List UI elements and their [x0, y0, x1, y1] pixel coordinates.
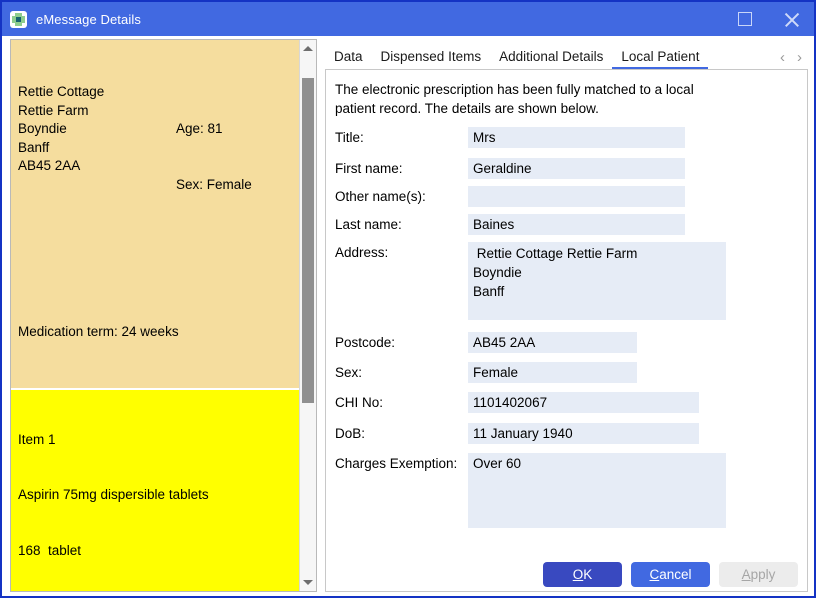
scrollbar-thumb[interactable]: [302, 78, 314, 403]
close-button[interactable]: [768, 2, 814, 36]
field-other-names-label: Other name(s):: [335, 189, 426, 204]
field-sex-value[interactable]: Female: [468, 362, 637, 383]
medication-term: Medication term: 24 weeks: [18, 324, 179, 339]
field-address: Address: Rettie Cottage Rettie Farm Boyn…: [335, 242, 801, 320]
tab-local-patient[interactable]: Local Patient: [612, 49, 709, 69]
apply-button-label: pply: [750, 566, 776, 582]
tab-additional-details[interactable]: Additional Details: [499, 49, 604, 64]
scroll-up-arrow[interactable]: [300, 40, 316, 57]
tab-strip: Data Dispensed Items Additional Details …: [325, 39, 808, 69]
field-chi-no: CHI No: 1101402067: [335, 392, 801, 413]
tab-data[interactable]: Data: [334, 49, 363, 64]
field-address-value[interactable]: Rettie Cottage Rettie Farm Boyndie Banff: [468, 242, 726, 320]
field-dob-label: DoB:: [335, 426, 366, 441]
field-sex-label: Sex:: [335, 365, 363, 380]
cancel-button-mnemonic: C: [649, 566, 660, 582]
field-sex: Sex: Female: [335, 362, 801, 383]
prescription-script-panel: Rettie Cottage Rettie Farm Boyndie Banff…: [10, 39, 317, 592]
field-charges-exemption-value[interactable]: Over 60: [468, 453, 726, 528]
field-chi-no-label: CHI No:: [335, 395, 384, 410]
item-1-quantity: 168 tablet: [18, 542, 82, 558]
script-header-block: Rettie Cottage Rettie Farm Boyndie Banff…: [11, 40, 300, 388]
field-postcode-value[interactable]: AB45 2AA: [468, 332, 637, 353]
cancel-button-label: ancel: [659, 566, 692, 582]
field-last-name-label: Last name:: [335, 217, 402, 232]
patient-address-block: Rettie Cottage Rettie Farm Boyndie Banff…: [18, 84, 105, 173]
window-client-area: Rettie Cottage Rettie Farm Boyndie Banff…: [2, 36, 814, 596]
tab-nav-arrows: ‹ ›: [774, 50, 808, 69]
patient-age: Age: 81: [176, 121, 223, 136]
maximize-button[interactable]: [722, 2, 768, 36]
field-other-names: Other name(s):: [335, 186, 801, 207]
item-1-title: Item 1: [18, 431, 56, 447]
field-charges-exemption: Charges Exemption: Over 60: [335, 453, 801, 528]
field-dob-value[interactable]: 11 January 1940: [468, 423, 699, 444]
maximize-icon: [738, 12, 752, 26]
patient-sex: Sex: Female: [176, 176, 252, 192]
medical-cross-icon: [10, 10, 27, 28]
field-dob: DoB: 11 January 1940: [335, 423, 801, 444]
local-patient-panel: The electronic prescription has been ful…: [325, 69, 808, 592]
window-title: eMessage Details: [36, 11, 141, 27]
apply-button-mnemonic: A: [741, 566, 751, 582]
field-chi-no-value[interactable]: 1101402067: [468, 392, 699, 413]
window-controls: [722, 2, 814, 36]
close-icon: [783, 11, 800, 28]
tab-dispensed-items[interactable]: Dispensed Items: [380, 49, 482, 64]
field-charges-exemption-label: Charges Exemption:: [335, 456, 458, 471]
tab-next-icon[interactable]: ›: [797, 49, 802, 66]
field-first-name-label: First name:: [335, 161, 403, 176]
field-last-name-value[interactable]: Baines: [468, 214, 685, 235]
field-postcode-label: Postcode:: [335, 335, 396, 350]
field-other-names-value[interactable]: [468, 186, 685, 207]
field-title-value[interactable]: Mrs: [468, 127, 685, 148]
field-postcode: Postcode: AB45 2AA: [335, 332, 801, 353]
script-item-1-block[interactable]: Item 1 Aspirin 75mg dispersible tablets …: [11, 389, 300, 591]
details-pane: Data Dispensed Items Additional Details …: [325, 39, 808, 592]
ok-button-label: K: [583, 566, 593, 582]
field-first-name: First name: Geraldine: [335, 158, 801, 179]
ok-button-mnemonic: O: [572, 566, 584, 582]
tab-prev-icon[interactable]: ‹: [780, 49, 785, 66]
match-notice: The electronic prescription has been ful…: [335, 82, 694, 116]
item-1-drug: Aspirin 75mg dispersible tablets: [18, 487, 209, 502]
scroll-down-arrow[interactable]: [300, 574, 316, 591]
field-address-label: Address:: [335, 245, 389, 260]
field-last-name: Last name: Baines: [335, 214, 801, 235]
field-title: Title: Mrs: [335, 127, 801, 148]
script-vertical-scrollbar[interactable]: [299, 40, 316, 591]
field-first-name-value[interactable]: Geraldine: [468, 158, 685, 179]
field-title-label: Title:: [335, 130, 364, 145]
block-divider: [11, 387, 300, 390]
title-bar: eMessage Details: [2, 2, 814, 36]
script-scroll-view[interactable]: Rettie Cottage Rettie Farm Boyndie Banff…: [11, 40, 300, 591]
